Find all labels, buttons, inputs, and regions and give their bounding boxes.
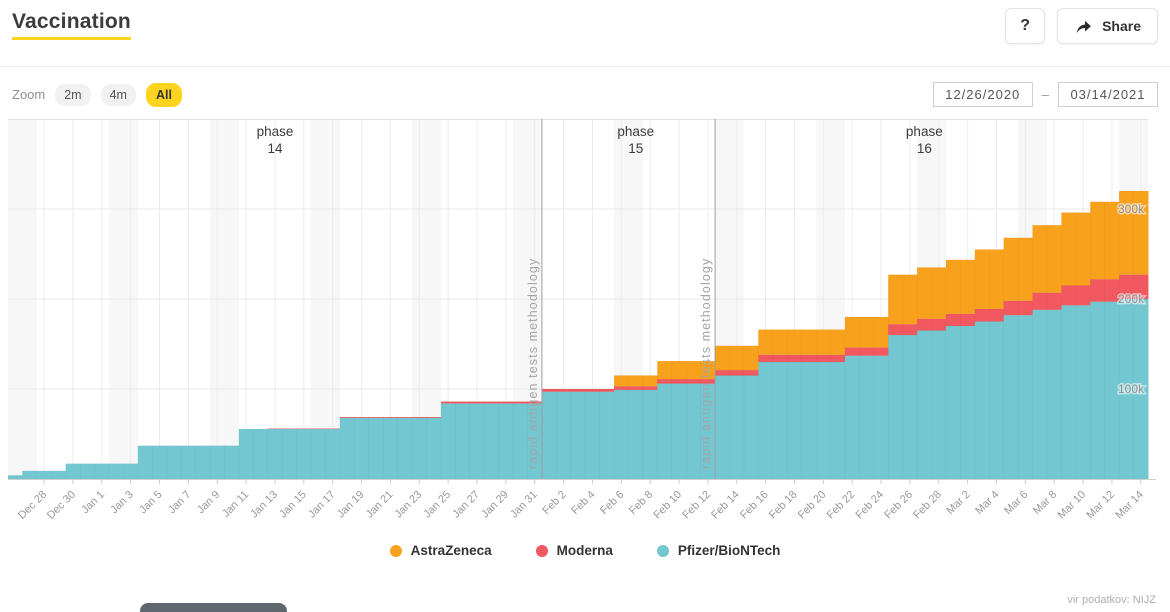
legend-item-moderna[interactable]: Moderna xyxy=(535,543,613,558)
svg-text:Jan 5: Jan 5 xyxy=(137,489,165,517)
svg-text:Feb 24: Feb 24 xyxy=(853,489,886,522)
svg-text:phase: phase xyxy=(617,124,654,139)
share-label: Share xyxy=(1102,18,1141,34)
date-range-separator: – xyxy=(1041,87,1049,102)
legend-label: AstraZeneca xyxy=(410,543,492,558)
svg-text:Mar 12: Mar 12 xyxy=(1084,489,1117,522)
svg-text:Mar 4: Mar 4 xyxy=(973,489,1001,517)
svg-text:Feb 20: Feb 20 xyxy=(796,489,829,522)
svg-text:Feb 4: Feb 4 xyxy=(569,489,597,517)
svg-text:Jan 21: Jan 21 xyxy=(364,489,396,521)
svg-text:Feb 6: Feb 6 xyxy=(598,489,626,517)
svg-text:Jan 27: Jan 27 xyxy=(450,489,482,521)
legend-label: Pfizer/BioNTech xyxy=(677,543,781,558)
svg-text:Feb 18: Feb 18 xyxy=(767,489,800,522)
zoom-option-4m[interactable]: 4m xyxy=(100,83,136,106)
svg-text:Feb 22: Feb 22 xyxy=(825,489,858,522)
svg-text:Feb 14: Feb 14 xyxy=(709,489,742,522)
date-to-input[interactable] xyxy=(1058,82,1158,107)
y-axis-labels: 100k 200k 300k xyxy=(1116,201,1146,398)
toolbar: Zoom 2m 4m All – xyxy=(0,67,1170,109)
svg-text:Feb 16: Feb 16 xyxy=(738,489,771,522)
svg-text:Jan 7: Jan 7 xyxy=(166,489,194,517)
legend-item-pfizer[interactable]: Pfizer/BioNTech xyxy=(656,543,781,558)
page-title: Vaccination xyxy=(12,10,131,40)
svg-text:Dec 30: Dec 30 xyxy=(45,489,78,522)
header-buttons: ? Share xyxy=(1005,8,1158,44)
legend-item-astrazeneca[interactable]: AstraZeneca xyxy=(389,543,492,558)
svg-text:Jan 25: Jan 25 xyxy=(421,489,453,521)
svg-text:Jan 9: Jan 9 xyxy=(195,489,223,517)
svg-text:300k: 300k xyxy=(1118,202,1145,216)
header-divider xyxy=(0,66,1170,67)
share-icon xyxy=(1074,18,1093,35)
chart-legend: AstraZeneca Moderna Pfizer/BioNTech xyxy=(0,543,1170,558)
date-from-input[interactable] xyxy=(932,82,1033,107)
vaccination-chart[interactable]: rapid antigen tests methodology rapid ant… xyxy=(7,119,1170,539)
svg-text:phase: phase xyxy=(906,124,943,139)
date-range: – xyxy=(932,82,1158,107)
svg-text:Jan 31: Jan 31 xyxy=(508,489,540,521)
svg-text:Feb 28: Feb 28 xyxy=(911,489,944,522)
svg-text:Feb 10: Feb 10 xyxy=(651,489,684,522)
share-button[interactable]: Share xyxy=(1057,8,1158,44)
svg-text:rapid antigen tests methodolog: rapid antigen tests methodology xyxy=(699,258,713,469)
svg-text:Jan 15: Jan 15 xyxy=(277,489,309,521)
svg-text:Jan 1: Jan 1 xyxy=(79,489,107,517)
svg-text:rapid antigen tests methodolog: rapid antigen tests methodology xyxy=(526,258,540,469)
svg-text:Jan 29: Jan 29 xyxy=(479,489,511,521)
svg-text:phase: phase xyxy=(257,124,294,139)
svg-text:Mar 2: Mar 2 xyxy=(944,489,972,517)
svg-text:Dec 28: Dec 28 xyxy=(16,489,49,522)
stacked-bars xyxy=(7,190,1149,480)
pfizer-dot-icon xyxy=(656,544,669,557)
header: Vaccination ? Share xyxy=(0,0,1170,66)
svg-text:200k: 200k xyxy=(1118,292,1145,306)
svg-text:15: 15 xyxy=(628,141,643,156)
annotation-lines: rapid antigen tests methodology rapid ant… xyxy=(526,119,716,479)
svg-text:Jan 19: Jan 19 xyxy=(335,489,367,521)
svg-text:Jan 17: Jan 17 xyxy=(306,489,338,521)
svg-text:Jan 23: Jan 23 xyxy=(393,489,425,521)
tooltip-fragment xyxy=(140,603,287,612)
svg-text:16: 16 xyxy=(917,141,932,156)
svg-text:Jan 11: Jan 11 xyxy=(220,489,251,520)
zoom-option-2m[interactable]: 2m xyxy=(55,83,91,106)
help-button[interactable]: ? xyxy=(1005,8,1046,44)
chart-svg: rapid antigen tests methodology rapid ant… xyxy=(7,119,1156,522)
svg-text:Feb 2: Feb 2 xyxy=(540,489,568,517)
zoom-label: Zoom xyxy=(12,87,46,102)
svg-text:Feb 12: Feb 12 xyxy=(680,489,713,522)
astrazeneca-dot-icon xyxy=(389,544,402,557)
svg-text:Mar 14: Mar 14 xyxy=(1113,489,1146,522)
svg-text:Jan 3: Jan 3 xyxy=(108,489,136,517)
svg-text:Mar 6: Mar 6 xyxy=(1002,489,1030,517)
moderna-dot-icon xyxy=(535,544,548,557)
svg-text:Feb 26: Feb 26 xyxy=(882,489,915,522)
svg-text:100k: 100k xyxy=(1118,382,1145,396)
help-label: ? xyxy=(1020,17,1030,34)
zoom-option-all[interactable]: All xyxy=(145,82,182,107)
legend-label: Moderna xyxy=(556,543,613,558)
data-source-note: vir podatkov: NIJZ xyxy=(1067,594,1156,606)
svg-text:Mar 10: Mar 10 xyxy=(1055,489,1088,522)
phase-labels: phase 14 phase 15 phase 16 xyxy=(257,124,943,156)
svg-text:Jan 13: Jan 13 xyxy=(248,489,280,521)
svg-text:14: 14 xyxy=(267,141,283,156)
